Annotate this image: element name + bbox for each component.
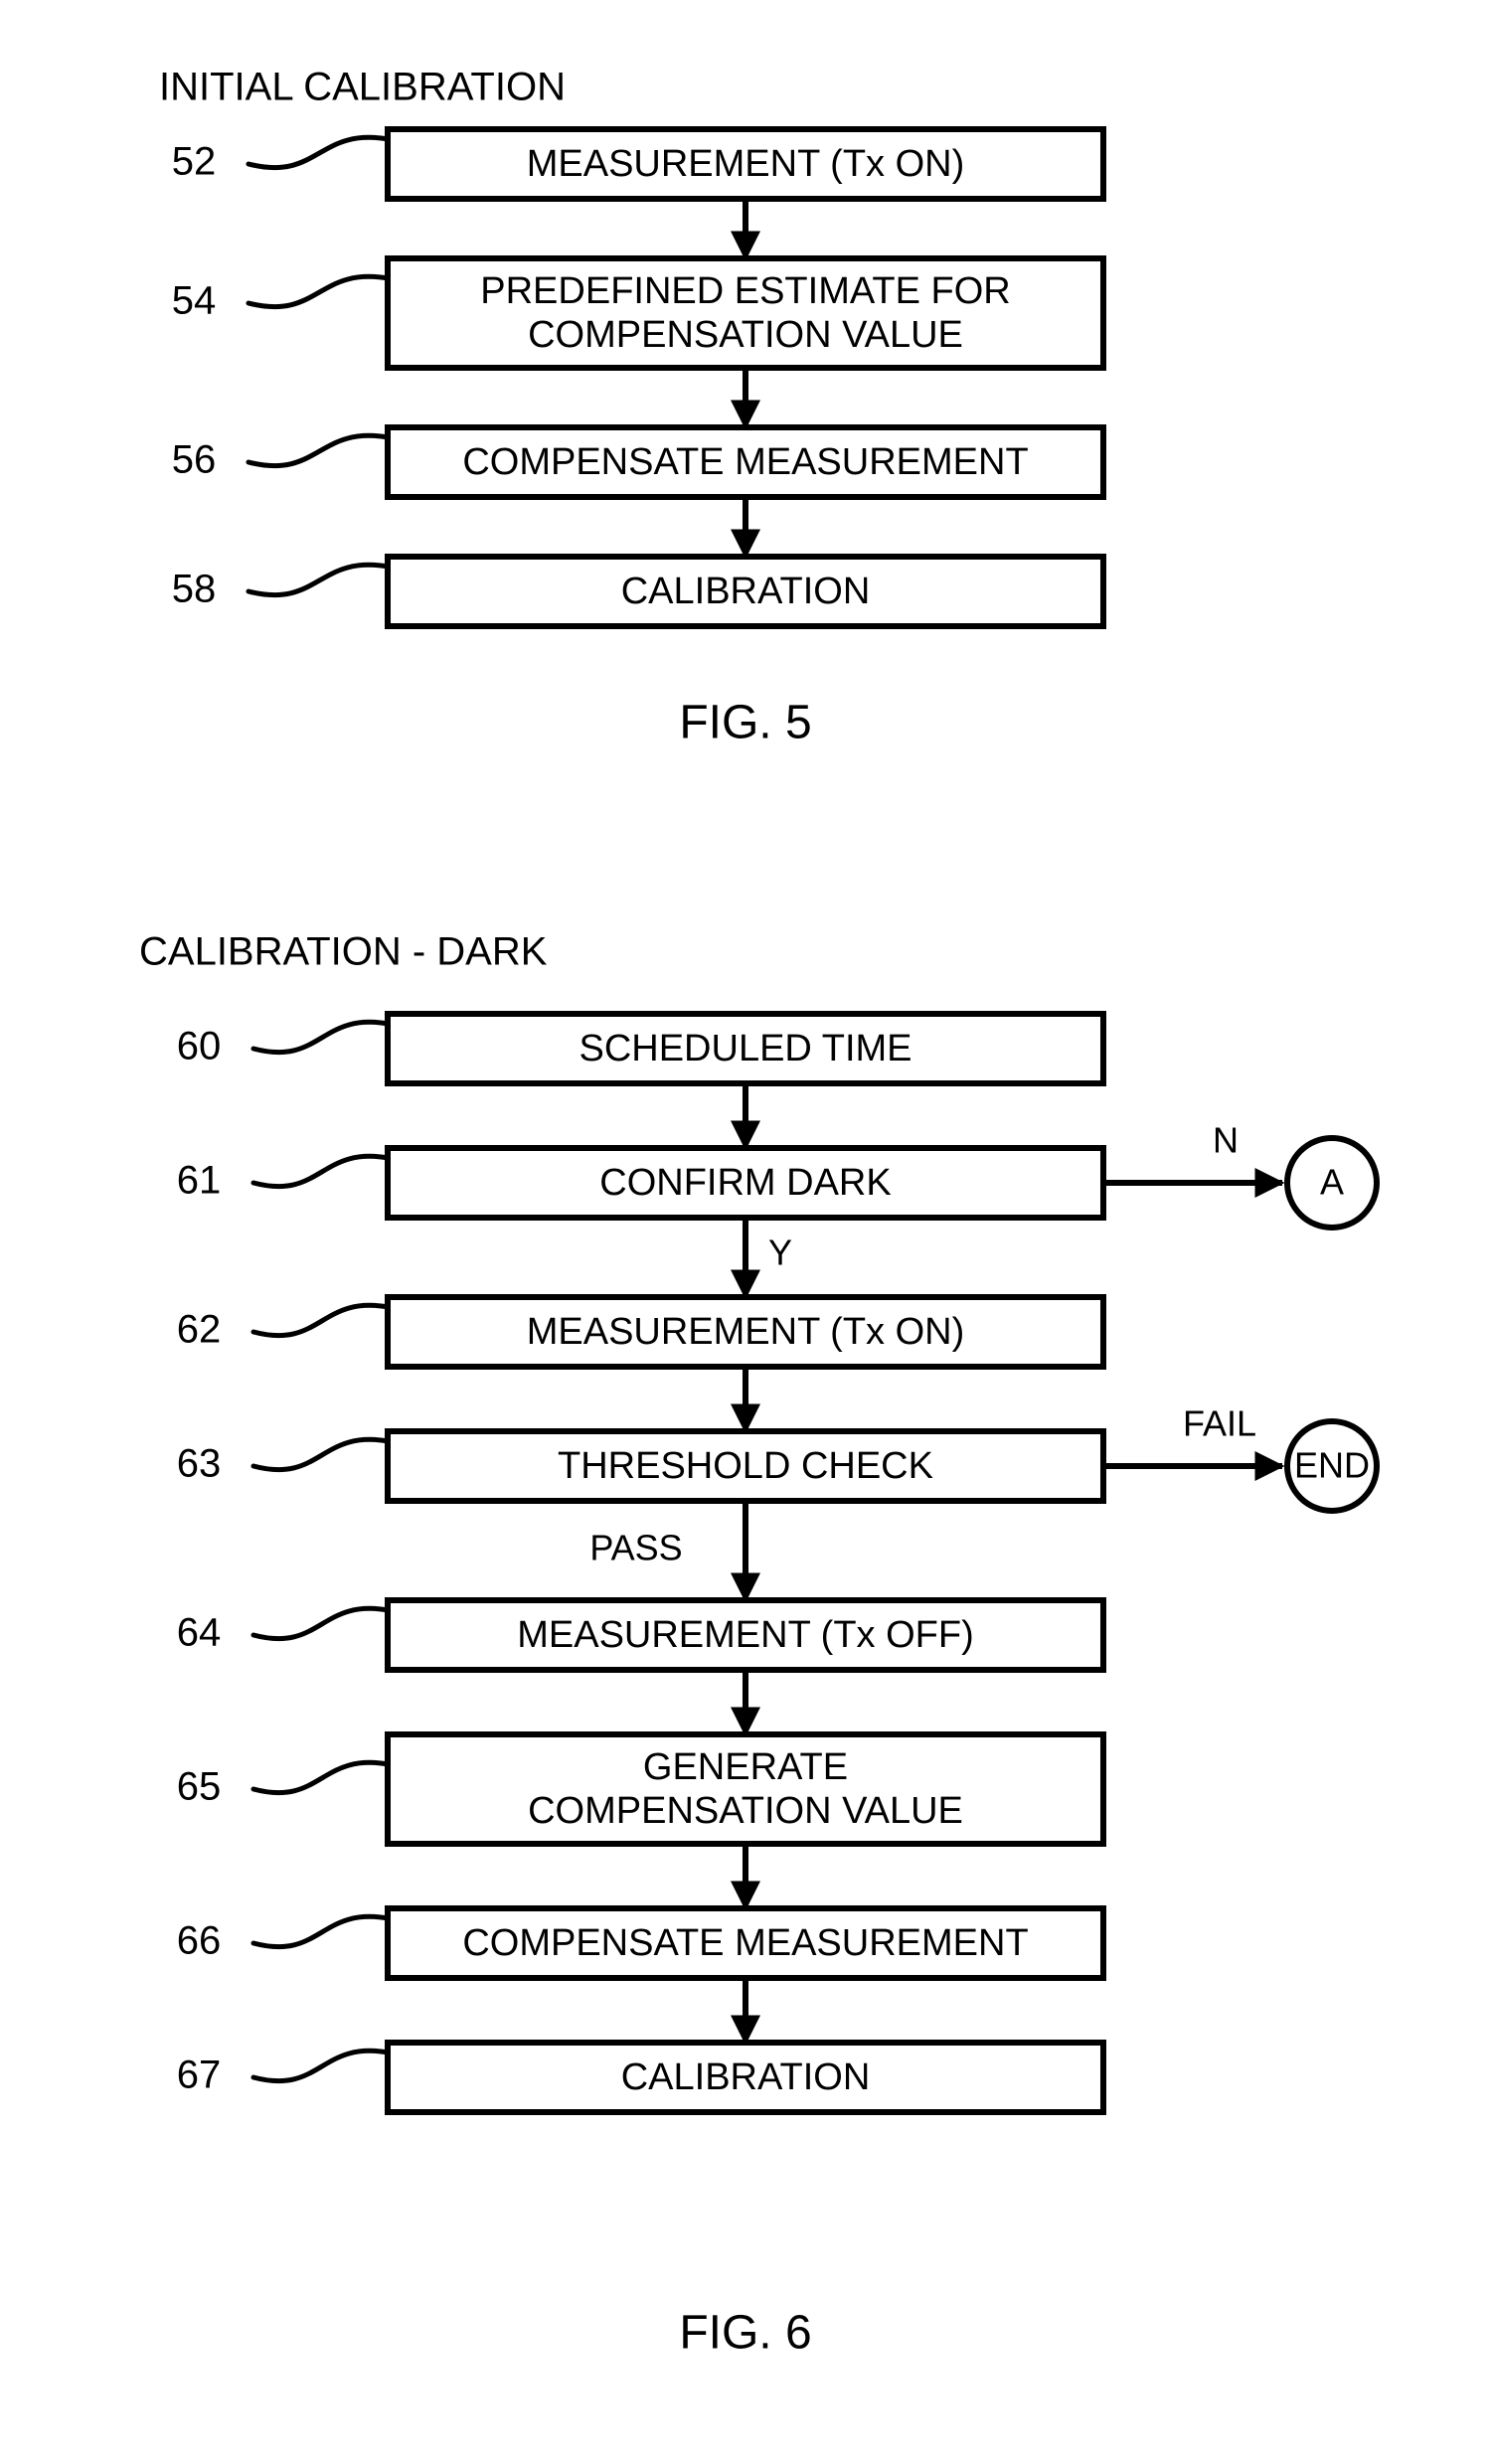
ref-leader [253,1916,388,1946]
flow-harrow-label: N [1213,1120,1239,1161]
ref-leader [248,137,388,167]
flow-arrow-label: Y [768,1232,792,1273]
flow-box-label-67: CALIBRATION [621,2056,871,2098]
ref-label-64: 64 [177,1611,222,1655]
flow-terminal-label: A [1320,1162,1344,1203]
flow-box-label-61: CONFIRM DARK [599,1162,891,1204]
flow-harrow-label: FAIL [1183,1403,1256,1444]
flow-box-label-65-0: GENERATE [643,1746,848,1788]
ref-label-54: 54 [172,279,217,323]
ref-label-60: 60 [177,1025,222,1068]
flow-box-label-65-1: COMPENSATION VALUE [528,1790,963,1832]
ref-leader [248,565,388,594]
flow-arrow-label: PASS [589,1528,682,1568]
ref-leader [248,435,388,465]
ref-label-62: 62 [177,1308,222,1352]
ref-label-66: 66 [177,1919,222,1963]
flow-box-label-52: MEASUREMENT (Tx ON) [527,143,965,185]
flow-box-label-63: THRESHOLD CHECK [558,1445,933,1487]
ref-leader [253,1022,388,1052]
flow-box-label-54-0: PREDEFINED ESTIMATE FOR [480,270,1010,312]
ref-label-65: 65 [177,1765,222,1809]
ref-leader [253,1608,388,1638]
fig6-caption: FIG. 6 [679,2307,811,2360]
flow-box-label-56: COMPENSATE MEASUREMENT [462,441,1028,483]
ref-label-58: 58 [172,568,217,611]
ref-leader [248,276,388,306]
ref-label-63: 63 [177,1442,222,1486]
fig5-caption: FIG. 5 [679,697,811,749]
fig5-title: INITIAL CALIBRATION [159,66,566,109]
flow-box-label-66: COMPENSATE MEASUREMENT [462,1922,1028,1964]
ref-leader [253,1305,388,1335]
flow-box-label-58: CALIBRATION [621,571,871,612]
ref-leader [253,2051,388,2080]
ref-leader [253,1156,388,1186]
ref-label-67: 67 [177,2053,222,2097]
flowchart-canvas: INITIAL CALIBRATION MEASUREMENT (Tx ON) 52… [0,0,1491,2464]
ref-leader [253,1762,388,1792]
flow-box-label-64: MEASUREMENT (Tx OFF) [517,1614,974,1656]
flow-box-label-54-1: COMPENSATION VALUE [528,314,963,356]
fig6-title: CALIBRATION - DARK [139,930,548,974]
ref-label-61: 61 [177,1159,222,1203]
flow-terminal-label: END [1294,1445,1370,1486]
flow-box-label-60: SCHEDULED TIME [579,1028,911,1069]
ref-leader [253,1439,388,1469]
ref-label-56: 56 [172,438,217,482]
flow-box-label-62: MEASUREMENT (Tx ON) [527,1311,965,1353]
ref-label-52: 52 [172,140,217,184]
